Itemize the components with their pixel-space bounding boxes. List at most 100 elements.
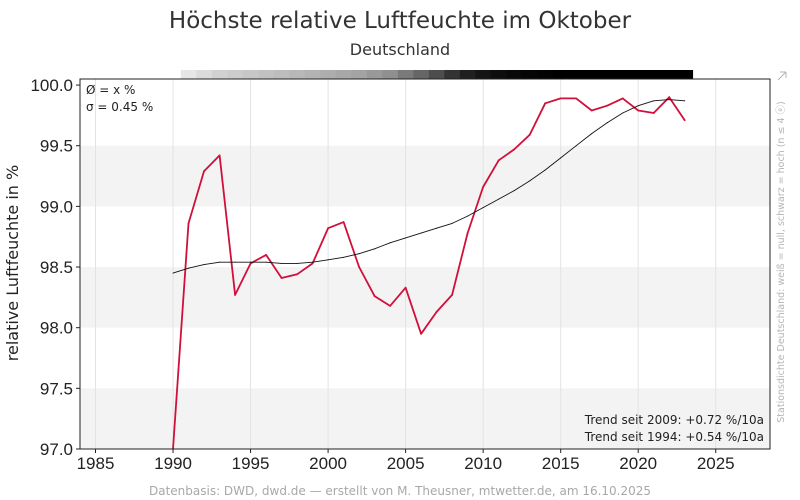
data-point-trend [606,122,608,124]
sigma-label: σ = 0.45 % [86,100,153,114]
data-point-trend [327,259,329,261]
data-point-trend [219,261,221,263]
data-point-trend [544,169,546,171]
data-point-trend [498,198,500,200]
series-layer [172,96,686,450]
series-line-trend [172,99,685,274]
density-cell [351,70,368,79]
data-point-trend [281,262,283,264]
data-point-observed [311,262,314,265]
data-point-observed [296,273,298,276]
density-cell [196,70,213,79]
density-cell [676,70,694,79]
data-point-observed [621,97,624,100]
density-cell [382,70,399,79]
density-cell [599,70,616,79]
data-point-trend [405,237,407,239]
y-tick-label: 100.0 [30,76,73,95]
data-point-observed [389,304,392,307]
data-point-observed [559,97,562,100]
density-cell [289,70,306,79]
y-tick-label: 98.0 [40,319,73,338]
plot-frame [79,78,771,450]
data-point-trend [234,261,236,263]
density-cell [180,70,197,79]
density-cell [258,70,275,79]
y-tick-label: 97.0 [40,440,73,459]
station-density-note: Stationsdichte Deutschland: weiß = null,… [776,101,787,422]
density-cell [490,70,508,79]
y-tick-label: 99.0 [40,197,73,216]
density-cell [413,70,430,79]
x-tick-label: 2015 [542,454,580,473]
data-point-trend [560,157,562,159]
data-point-observed [668,96,671,99]
data-point-trend [467,215,469,217]
data-point-trend [188,267,190,269]
data-point-trend [513,190,515,192]
data-point-trend [622,112,624,114]
grid-bands [80,145,770,449]
data-point-trend [637,105,639,107]
density-cell [335,70,352,79]
density-cell [397,70,414,79]
data-point-trend [436,227,438,229]
y-axis-label: relative Luftfeuchte in % [3,165,22,361]
grid-band [80,388,770,449]
x-tick-label: 1995 [232,454,270,473]
data-point-observed [544,102,547,105]
x-tick-label: 1990 [154,454,192,473]
grid-band [80,267,770,328]
density-cell [630,70,647,79]
density-cell [304,70,321,79]
data-point-observed [466,232,469,234]
data-point-observed [528,133,531,136]
mean-label: Ø = x % [86,83,135,97]
density-cell [444,70,461,79]
data-point-observed [513,148,516,151]
data-point-trend [529,180,531,182]
density-cell [459,70,476,79]
y-tick-label: 97.5 [40,379,73,398]
data-point-observed [606,104,609,107]
data-point-observed [420,332,423,335]
data-point-observed [683,119,686,122]
data-point-observed [342,221,345,224]
data-point-trend [591,133,593,135]
data-point-trend [358,253,360,255]
trend-label-1994: Trend seit 1994: +0.54 %/10a [584,430,764,444]
density-cell [475,70,492,79]
x-axis-ticks: 1985 1990 1995 2000 2005 2010 2015 2020 2025 [77,449,735,473]
data-point-trend [265,261,267,263]
station-density-strip [180,70,694,79]
data-point-observed [482,186,485,188]
x-tick-label: 2010 [464,454,502,473]
chart-title: Höchste relative Luftfeuchte im Oktober [169,8,632,34]
data-point-trend [653,100,655,102]
data-point-observed [637,109,640,112]
data-point-trend [482,207,484,209]
x-gridlines [95,79,717,449]
data-point-trend [575,145,577,147]
y-tick-label: 98.5 [40,258,73,277]
x-tick-label: 1985 [77,454,115,473]
density-cell [273,70,290,79]
data-point-observed [451,294,454,296]
data-point-observed [575,97,578,100]
data-point-trend [250,261,252,263]
data-point-observed [280,277,283,279]
data-point-observed [652,112,655,114]
data-point-trend [420,232,422,234]
density-cell [506,70,523,79]
data-point-observed [358,266,361,268]
data-point-observed [265,254,267,256]
density-cell [428,70,445,79]
density-cell [242,70,259,79]
data-point-trend [203,264,205,266]
data-point-trend [389,242,391,244]
data-point-trend [668,99,670,101]
data-point-observed [373,295,376,298]
chart-subtitle: Deutschland [350,40,450,59]
density-cell [320,70,337,79]
